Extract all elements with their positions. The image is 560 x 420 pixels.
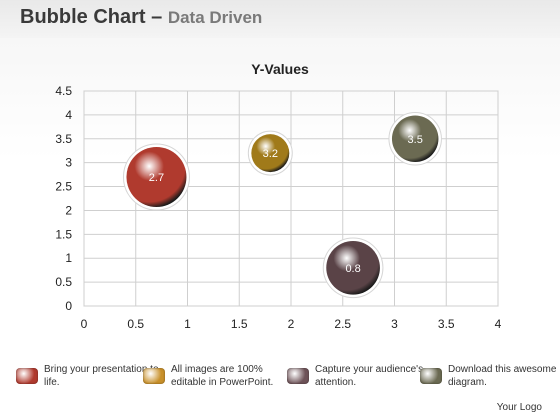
x-tick-label: 2.5 — [334, 317, 351, 331]
bubble-data-label: 0.8 — [345, 263, 360, 275]
legend-text-4: Download this awesome diagram. — [448, 364, 557, 388]
bubble — [391, 115, 439, 163]
bubble-data-label: 2.7 — [149, 172, 164, 184]
x-tick-label: 1 — [184, 317, 191, 331]
legend-swatch-1 — [16, 368, 38, 384]
bubble — [251, 134, 290, 173]
legend-text-2: All images are 100% editable in PowerPoi… — [171, 364, 274, 388]
legend-text-1: Bring your presentation to life. — [44, 364, 159, 388]
y-tick-label: 1 — [65, 251, 72, 265]
x-tick-label: 0.5 — [127, 317, 144, 331]
page-subtitle: Data Driven — [167, 8, 263, 27]
header-band — [0, 0, 560, 38]
bubble — [126, 147, 187, 207]
legend-text-3: Capture your audience's attention. — [315, 364, 424, 388]
y-tick-label: 0 — [65, 299, 72, 313]
y-tick-label: 3.5 — [55, 132, 72, 146]
y-tick-label: 2 — [65, 203, 72, 217]
bubble-data-label: 3.5 — [408, 134, 423, 146]
y-tick-label: 4.5 — [55, 84, 72, 98]
page-title-main: Bubble Chart — [20, 6, 146, 28]
bubble-data-label: 3.2 — [263, 148, 278, 160]
x-tick-label: 0 — [81, 317, 88, 331]
legend-swatch-4 — [420, 368, 442, 384]
x-tick-label: 3 — [391, 317, 398, 331]
x-tick-label: 2 — [288, 317, 295, 331]
page-title-dash: – — [145, 6, 168, 28]
bubble — [326, 240, 380, 295]
page-title: Bubble Chart – Data Driven — [20, 6, 262, 29]
y-tick-label: 2.5 — [55, 180, 72, 194]
x-tick-label: 3.5 — [438, 317, 455, 331]
legend-swatch-2 — [143, 368, 165, 384]
y-tick-label: 3 — [65, 156, 72, 170]
y-tick-label: 0.5 — [55, 275, 72, 289]
x-tick-label: 4 — [495, 317, 502, 331]
x-tick-label: 1.5 — [231, 317, 248, 331]
footer-logo-text: Your Logo — [496, 402, 542, 413]
chart-title: Y-Values — [251, 61, 309, 77]
y-tick-label: 1.5 — [55, 227, 72, 241]
legend-swatch-3 — [287, 368, 309, 384]
y-tick-label: 4 — [65, 108, 72, 122]
